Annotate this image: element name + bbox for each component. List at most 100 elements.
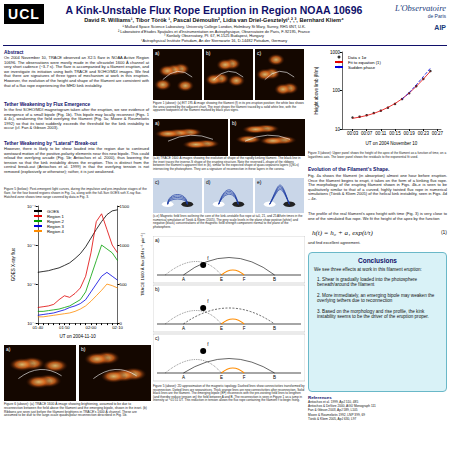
svg-text:B: B xyxy=(273,277,276,282)
svg-text:f: f xyxy=(207,256,209,261)
html-text:Figure 5 (above): 2D approxima: Figure 5 (above): 2D approximation of th… xyxy=(153,384,305,403)
html-text:AIP: AIP xyxy=(434,24,446,31)
html-text:(c-e) Magnetic field lines out: (c-e) Magnetic field lines outlining the… xyxy=(153,214,303,229)
html-text:Fan & Gibson 2003, ApJ 589, L1: Fan & Gibson 2003, ApJ 589, L105 xyxy=(308,408,358,413)
html-text:Tether Weakening by "Lateral": Tether Weakening by "Lateral" Break-out xyxy=(4,141,98,146)
svg-text:00:27: 00:27 xyxy=(432,131,444,136)
html-text:Figure 3 (above): Upper panel: Figure 3 (above): Upper panel shows the … xyxy=(308,151,447,159)
svg-text:10⁻⁵: 10⁻⁵ xyxy=(27,243,36,248)
html-text:Figure 1 (above): (a) EIT 195: Figure 1 (above): (a) EIT 195 Å image sh… xyxy=(153,101,304,113)
html-text:³ Konkoly Observatory, Pf. 67,: ³ Konkoly Observatory, Pf. 67, H-1525 Bu… xyxy=(164,33,264,39)
html-text:Fig. 4a shows the filament (in: Fig. 4a shows the filament (in absorptio… xyxy=(308,173,447,201)
svg-text:00:23: 00:23 xyxy=(418,131,430,136)
svg-text:1000: 1000 xyxy=(120,243,130,248)
svg-text:TRACE 1600 Å flux [DN s⁻¹ pix⁻: TRACE 1600 Å flux [DN s⁻¹ pix⁻¹] xyxy=(140,233,145,296)
svg-text:B: B xyxy=(273,326,276,331)
svg-text:b): b) xyxy=(81,346,86,352)
svg-text:b): b) xyxy=(232,120,237,126)
svg-text:F: F xyxy=(243,375,246,380)
html-text:On 2004 November 10, TRACE obs: On 2004 November 10, TRACE observed an X… xyxy=(4,55,149,88)
svg-text:1000: 1000 xyxy=(330,50,341,55)
svg-text:01:50: 01:50 xyxy=(59,325,70,330)
svg-text:500: 500 xyxy=(120,282,128,287)
svg-text:a): a) xyxy=(155,120,160,126)
svg-text:100: 100 xyxy=(332,88,340,93)
html-text:The profile of the real filame: The profile of the real filament's apex … xyxy=(308,211,447,221)
html-text:1. Shear is gradually loaded i: 1. Shear is gradually loaded into the ph… xyxy=(317,276,418,287)
html-text:(a-b) TRACE 1600 Å images show: (a-b) TRACE 1600 Å images showing the ev… xyxy=(153,156,301,171)
svg-text:f: f xyxy=(207,299,209,304)
html-text:and find excellent agreement.: and find excellent agreement. xyxy=(308,240,361,245)
svg-text:b): b) xyxy=(155,286,160,292)
svg-text:00:07: 00:07 xyxy=(361,131,373,136)
html-text:However, there is likely to be: However, there is likely to be shear loa… xyxy=(4,146,149,174)
svg-text:A: A xyxy=(182,277,185,282)
svg-text:f: f xyxy=(207,342,209,347)
html-text:Tether Weakening by Flux Emerg: Tether Weakening by Flux Emergence xyxy=(4,102,91,107)
svg-text:A: A xyxy=(182,326,185,331)
svg-text:Fit to equation (1): Fit to equation (1) xyxy=(348,59,381,65)
svg-text:E: E xyxy=(220,326,223,331)
svg-text:A: A xyxy=(182,375,185,380)
svg-text:c): c) xyxy=(155,335,160,341)
svg-text:00:15: 00:15 xyxy=(389,131,401,136)
html-text:Figure 5 (below): Post-emergen: Figure 5 (below): Post-emergent light cu… xyxy=(4,187,147,199)
svg-text:10⁻⁷: 10⁻⁷ xyxy=(27,320,36,326)
svg-text:01:40: 01:40 xyxy=(32,325,43,330)
svg-text:b): b) xyxy=(206,50,211,56)
svg-text:10⁻⁶: 10⁻⁶ xyxy=(27,282,36,287)
svg-text:00:19: 00:19 xyxy=(404,131,416,136)
svg-text:d): d) xyxy=(206,179,211,185)
svg-text:E: E xyxy=(220,375,223,380)
html-text:L'Observatoire: L'Observatoire xyxy=(394,3,446,13)
svg-text:a): a) xyxy=(155,50,160,56)
svg-text:a): a) xyxy=(155,237,160,243)
svg-text:Sudden phase: Sudden phase xyxy=(348,65,376,70)
svg-text:F: F xyxy=(243,326,246,331)
svg-text:Height above limb (Mm): Height above limb (Mm) xyxy=(314,66,319,114)
html-text:A Kink-Unstable Flux Rope Erup: A Kink-Unstable Flux Rope Eruption in Re… xyxy=(65,4,363,16)
svg-text:F: F xyxy=(243,277,246,282)
svg-text:UT on 2004-11-10: UT on 2004-11-10 xyxy=(60,334,97,339)
html-text:Abstract: Abstract xyxy=(4,50,24,55)
html-text:¹ Mullard Space Science Labora: ¹ Mullard Space Science Laboratory, Univ… xyxy=(122,24,306,29)
svg-text:UT on 2004 November 10: UT on 2004 November 10 xyxy=(366,141,418,146)
svg-text:a): a) xyxy=(6,346,11,352)
html-text:² Laboratoire d'Etudes Spatial: ² Laboratoire d'Etudes Spatiales et d'In… xyxy=(118,28,310,34)
svg-text:1500: 1500 xyxy=(120,204,130,209)
html-text:(1): (1) xyxy=(440,229,447,235)
html-text:Conclusions: Conclusions xyxy=(358,257,397,264)
svg-text:GOES X-ray flux: GOES X-ray flux xyxy=(11,247,16,281)
html-text:David R. Williams¹, Tibor Törö: David R. Williams¹, Tibor Török ¹, Pasca… xyxy=(84,17,344,23)
svg-text:10: 10 xyxy=(335,127,341,132)
svg-text:E: E xyxy=(220,277,223,282)
html-text:3. Based on the morphology and: 3. Based on the morphology and rise prof… xyxy=(317,308,429,319)
svg-text:Region 3: Region 3 xyxy=(47,223,64,229)
svg-text:Data ± 1σ: Data ± 1σ xyxy=(348,54,367,60)
svg-text:00:03: 00:03 xyxy=(347,131,359,136)
svg-text:02:00: 02:00 xyxy=(86,325,97,330)
html-text:UCL: UCL xyxy=(8,6,40,22)
svg-text:c): c) xyxy=(257,50,262,56)
svg-text:c): c) xyxy=(155,179,160,185)
svg-text:02:10: 02:10 xyxy=(112,325,123,330)
svg-text:e): e) xyxy=(257,179,262,185)
html-text:Evolution of the Filament's Sh: Evolution of the Filament's Shape. xyxy=(308,166,390,172)
svg-text:Region 4: Region 4 xyxy=(47,229,64,234)
svg-text:00:11: 00:11 xyxy=(375,131,386,136)
html-text:⁴Astrophysical Institute Potsd: ⁴Astrophysical Institute Potsdam, An der… xyxy=(140,37,288,43)
html-text:References: References xyxy=(308,395,332,400)
svg-text:GOES: GOES xyxy=(47,208,60,214)
html-text:Antiochos & DeVore 2000, AGU M: Antiochos & DeVore 2000, AGU Monograph 1… xyxy=(308,404,376,409)
svg-text:B: B xyxy=(273,375,276,380)
html-text:Figure 6 (above): (a) TRACE 16: Figure 6 (above): (a) TRACE 1600 Å image… xyxy=(4,402,147,418)
html-text:We see three effects at work i: We see three effects at work in this fil… xyxy=(314,267,422,272)
html-text:2. More immediately, an emergi: 2. More immediately, an emerging bipole … xyxy=(317,292,435,303)
svg-text:Region 2: Region 2 xyxy=(47,218,64,224)
svg-text:10⁻⁴: 10⁻⁴ xyxy=(27,204,36,209)
html-text:h(t) = h₀ + a₁ exp(t/τ): h(t) = h₀ + a₁ exp(t/τ) xyxy=(312,229,373,237)
html-text:In the first SOHO/MDI magnetog: In the first SOHO/MDI magnetogram taken … xyxy=(4,107,149,131)
svg-text:Region 1: Region 1 xyxy=(47,213,64,219)
html-text:de Paris: de Paris xyxy=(427,13,446,19)
html-text:Moore & Roumeliotis 1992, LNP: Moore & Roumeliotis 1992, LNP 399, 69 xyxy=(308,412,365,417)
